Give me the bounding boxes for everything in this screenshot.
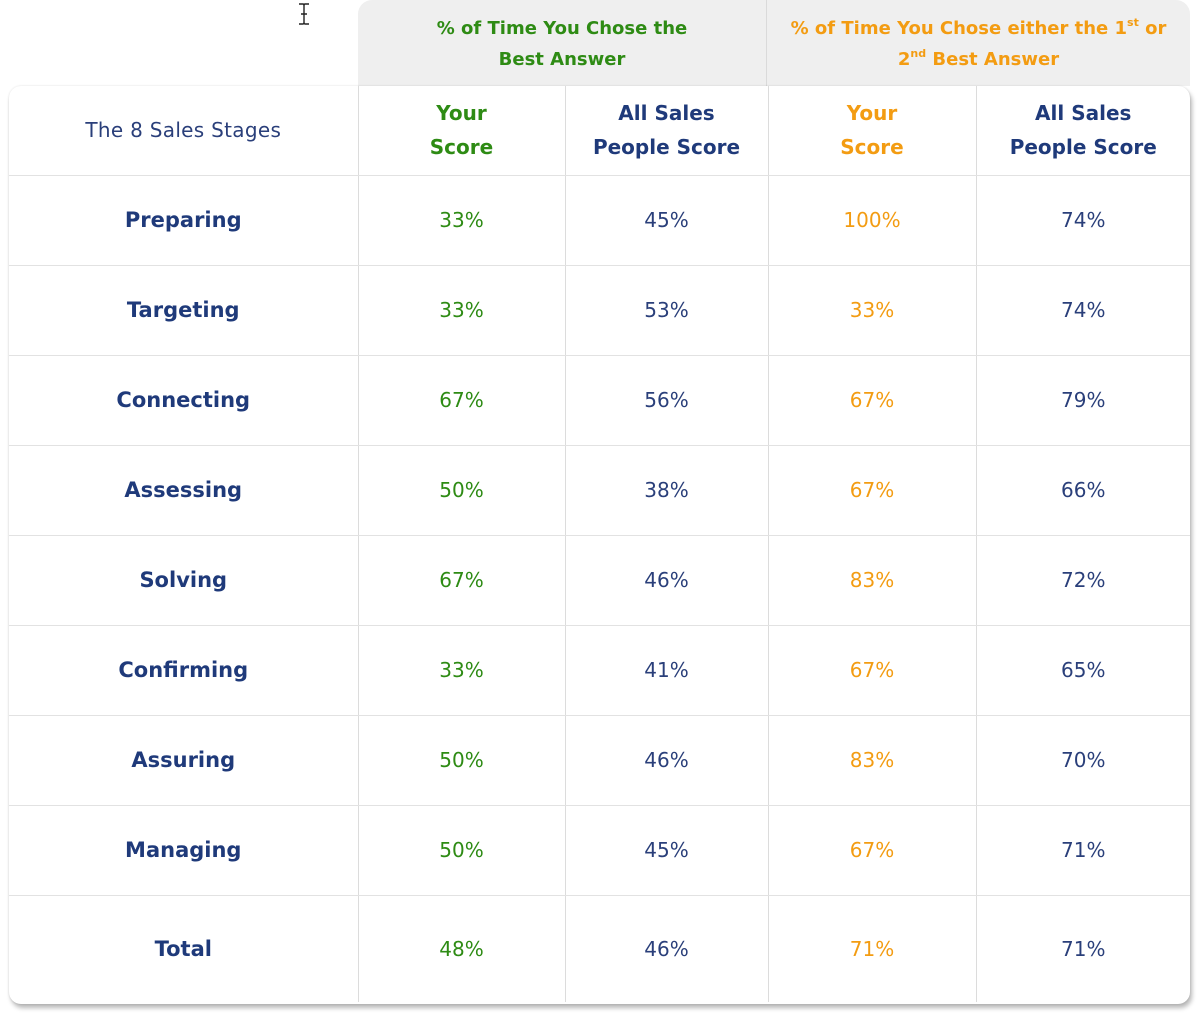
top2-your-score: 100%	[767, 175, 976, 266]
best-all-score: 45%	[564, 805, 768, 896]
top2-your-score: 67%	[767, 355, 976, 446]
top2-your-score: 83%	[767, 715, 976, 806]
total-label: Total	[154, 936, 212, 961]
table-row: Preparing 33% 45% 100% 74%	[9, 175, 1190, 266]
stage-name: Assessing	[9, 445, 358, 536]
top2-all-score: 66%	[975, 445, 1190, 536]
table-row: Assuring 50% 46% 83% 70%	[9, 715, 1190, 806]
best-answer-group-line1: % of Time You Chose the	[436, 18, 688, 39]
top-two-group-line1: % of Time You Chose either the 1st or	[790, 16, 1167, 39]
table-row: Targeting 33% 53% 33% 74%	[9, 265, 1190, 356]
best-your-score: 33%	[357, 625, 565, 716]
best-your-score: 50%	[357, 445, 565, 536]
top2-all-score: 71%	[975, 805, 1190, 896]
stage-name: Solving	[9, 535, 358, 626]
stage-column-header: The 8 Sales Stages	[9, 86, 358, 176]
table-row: Connecting 67% 56% 67% 79%	[9, 355, 1190, 446]
best-your-score: 33%	[357, 265, 565, 356]
best-all-score: 46%	[564, 535, 768, 626]
top2-all-score: 70%	[975, 715, 1190, 806]
top2-your-score: 67%	[767, 625, 976, 716]
best-your-score: 67%	[357, 535, 565, 626]
top2-all-score: 65%	[975, 625, 1190, 716]
stage-name: Managing	[9, 805, 358, 896]
scores-table-card: The 8 Sales Stages Your Score All Sales Pe…	[9, 86, 1190, 1004]
top2-all-score: 74%	[975, 265, 1190, 356]
stage-name: Connecting	[9, 355, 358, 446]
best-your-score: 33%	[357, 175, 565, 266]
total-top2-your-score: 71%	[767, 895, 976, 1002]
best-all-sales-header: All Sales People Score	[564, 86, 768, 176]
top2-all-sales-header: All Sales People Score	[975, 86, 1190, 176]
best-all-score: 53%	[564, 265, 768, 356]
table-row: Assessing 50% 38% 67% 66%	[9, 445, 1190, 536]
best-answer-group-title: % of Time You Chose the Best Answer	[358, 0, 767, 86]
scores-table: The 8 Sales Stages Your Score All Sales Pe…	[9, 86, 1190, 1002]
stage-name: Targeting	[9, 265, 358, 356]
top2-your-score: 83%	[767, 535, 976, 626]
stage-name: Preparing	[9, 175, 358, 266]
best-your-score: 50%	[357, 715, 565, 806]
top2-all-score: 72%	[975, 535, 1190, 626]
total-row: Total 48% 46% 71% 71%	[9, 895, 1190, 1002]
column-group-header: % of Time You Chose the Best Answer % of…	[358, 0, 1190, 86]
best-your-score: 50%	[357, 805, 565, 896]
top2-your-score-header: Your Score	[767, 86, 976, 176]
table-row: Managing 50% 45% 67% 71%	[9, 805, 1190, 896]
best-your-score-header: Your Score	[357, 86, 565, 176]
best-all-score: 46%	[564, 715, 768, 806]
top2-your-score: 67%	[767, 805, 976, 896]
stage-name: Confirming	[9, 625, 358, 716]
best-your-score: 67%	[357, 355, 565, 446]
total-top2-all-score: 71%	[975, 895, 1190, 1002]
best-all-score: 41%	[564, 625, 768, 716]
top-two-group-line2: 2nd Best Answer	[897, 47, 1060, 70]
top-two-group-title: % of Time You Chose either the 1st or 2n…	[767, 0, 1190, 86]
total-best-your-score: 48%	[357, 895, 565, 1002]
top2-your-score: 67%	[767, 445, 976, 536]
best-all-score: 45%	[564, 175, 768, 266]
stage-name: Assuring	[9, 715, 358, 806]
top2-all-score: 79%	[975, 355, 1190, 446]
top2-your-score: 33%	[767, 265, 976, 356]
text-cursor-icon	[299, 3, 309, 25]
best-answer-group-line2: Best Answer	[498, 49, 626, 70]
top2-all-score: 74%	[975, 175, 1190, 266]
best-all-score: 38%	[564, 445, 768, 536]
table-row: Confirming 33% 41% 67% 65%	[9, 625, 1190, 716]
total-best-all-score: 46%	[564, 895, 768, 1002]
best-all-score: 56%	[564, 355, 768, 446]
table-header-row: The 8 Sales Stages Your Score All Sales Pe…	[9, 86, 1190, 176]
table-row: Solving 67% 46% 83% 72%	[9, 535, 1190, 626]
